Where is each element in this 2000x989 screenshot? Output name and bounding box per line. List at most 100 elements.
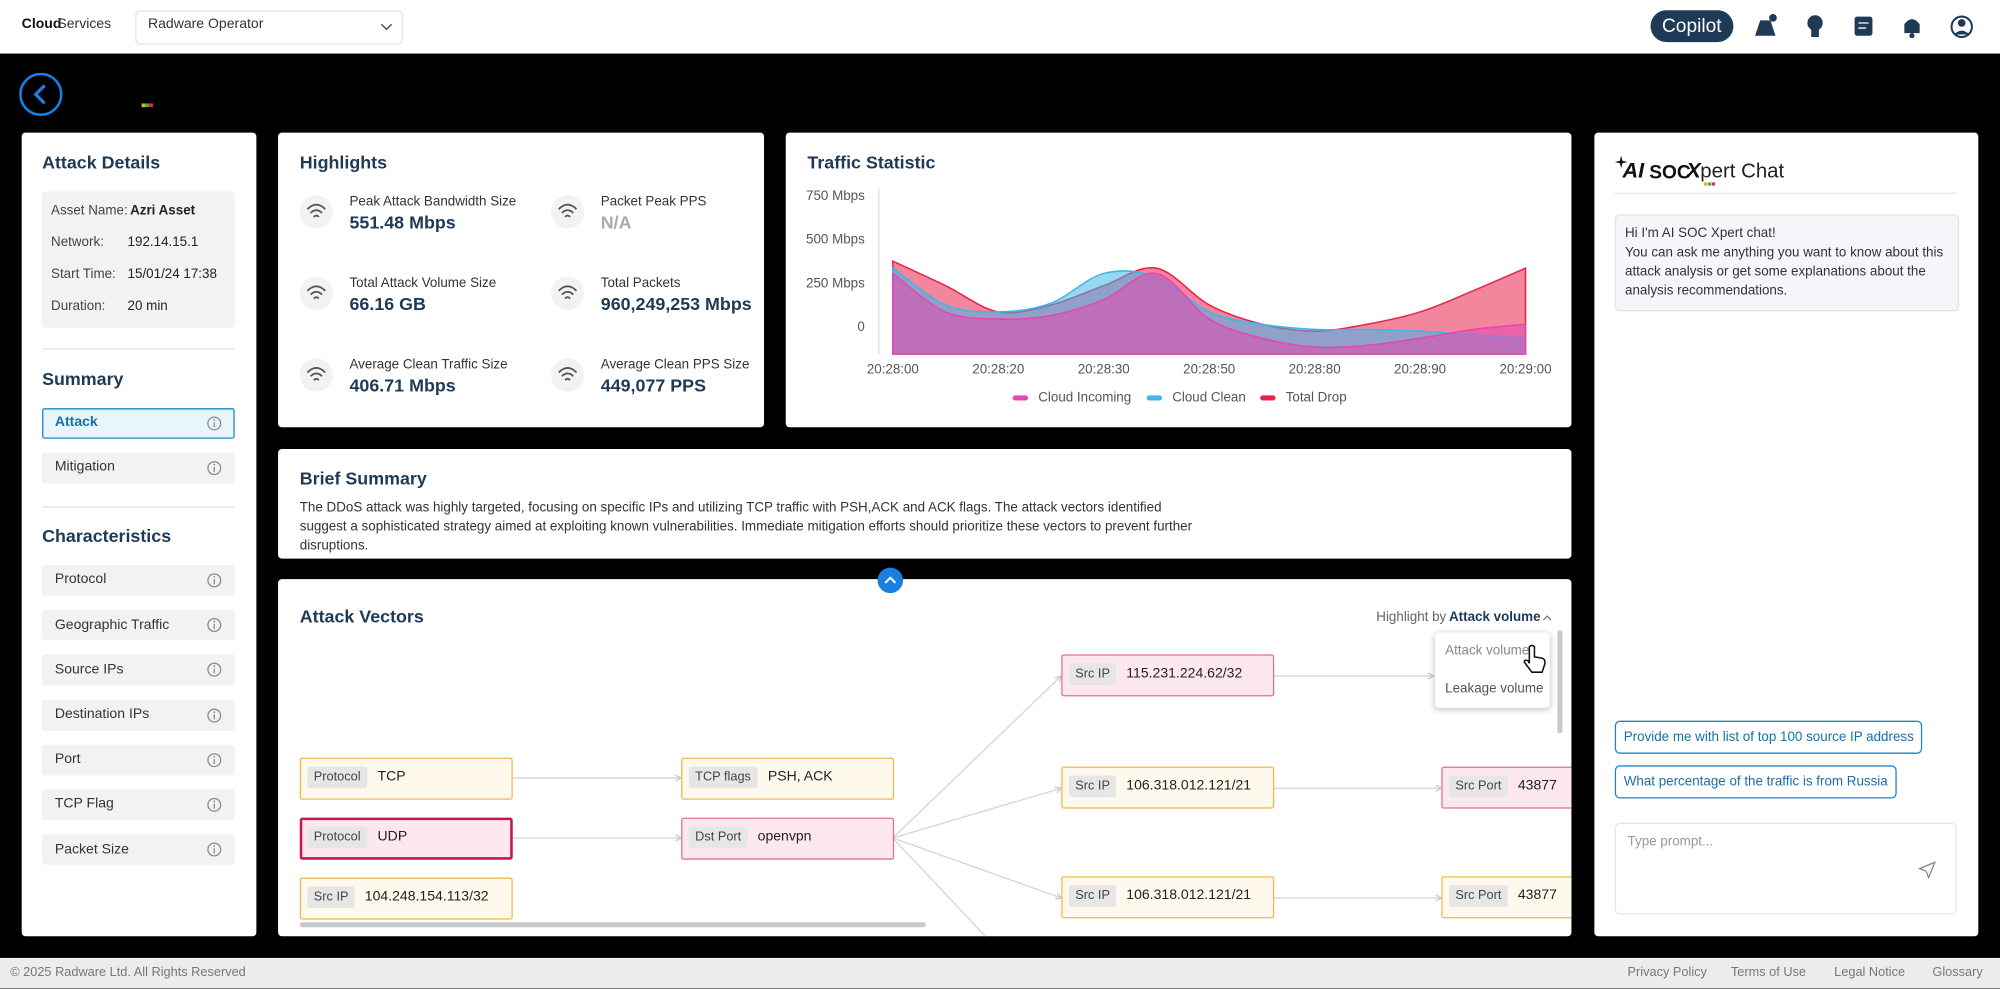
characteristic-item[interactable]	[42, 834, 235, 866]
footer-copyright: © 2025 Radware Ltd. All Rights Reserved	[10, 965, 246, 980]
vector-node[interactable]: Src Port 43877	[1441, 766, 1572, 809]
chat-title-ai: AI	[1622, 158, 1645, 183]
chat-message: Hi I'm AI SOC Xpert chat! You can ask me …	[1614, 214, 1960, 312]
highlight-by-label: Highlight by	[1376, 609, 1447, 625]
dropdown-option[interactable]: Attack volume	[1445, 642, 1530, 658]
highlight-icon	[551, 358, 585, 392]
vector-node[interactable]: Dst Port openvpn	[681, 817, 895, 860]
icon-shape	[1854, 16, 1873, 36]
chevron	[380, 23, 393, 31]
icon-shape	[1707, 182, 1712, 186]
highlight-by-value: Attack volume	[1448, 609, 1541, 625]
characteristic-item[interactable]	[42, 699, 235, 731]
section-title: Attack Vectors	[299, 606, 424, 627]
operator-select[interactable]	[135, 10, 404, 45]
info-icon[interactable]	[207, 416, 222, 431]
icon-shape	[1917, 861, 1937, 880]
chat-input[interactable]	[1614, 822, 1957, 915]
vector-node[interactable]: Src IP 106.318.012.121/21	[1061, 766, 1275, 809]
characteristic-item[interactable]	[42, 565, 235, 596]
characteristic-item[interactable]	[42, 654, 235, 686]
footer-link[interactable]: Terms of Use	[1730, 965, 1807, 980]
highlight-icon	[551, 195, 585, 229]
collapse-button[interactable]	[877, 567, 904, 594]
link-arrow	[1435, 784, 1443, 792]
vector-node[interactable]: Src IP 115.231.224.62/32	[1061, 654, 1275, 697]
section-title: Characteristics	[42, 525, 172, 547]
icon-shape	[19, 72, 63, 117]
link	[892, 787, 1062, 839]
footer-bar	[0, 957, 2000, 989]
info-icon[interactable]	[207, 460, 222, 476]
select-chevron	[380, 23, 393, 31]
node-key: Src IP	[1068, 885, 1117, 907]
notes-icon[interactable]	[1854, 16, 1873, 36]
vector-node[interactable]: Protocol UDP	[299, 817, 513, 860]
icon-shape	[213, 845, 216, 848]
icon-shape	[551, 276, 585, 310]
back-button[interactable]	[19, 72, 64, 118]
vector-node[interactable]: Src IP 106.318.012.121/21	[1061, 876, 1275, 919]
node-key: Protocol	[307, 826, 367, 849]
icon-shape	[149, 103, 154, 108]
highlight-chevron[interactable]	[1542, 614, 1552, 622]
chart-title: Traffic Statistic	[807, 152, 936, 173]
chat-suggestion[interactable]: What percentage of the traffic is from R…	[1614, 765, 1897, 799]
logo-mark	[141, 103, 154, 108]
characteristic-item[interactable]	[42, 789, 235, 821]
summary-item[interactable]	[42, 408, 235, 439]
characteristic-item[interactable]	[42, 609, 235, 641]
link	[892, 837, 987, 937]
footer-link[interactable]: Glossary	[1932, 965, 1983, 980]
info-icon[interactable]	[207, 707, 222, 723]
vector-node[interactable]: Src Port 43877	[1441, 876, 1572, 919]
info-icon[interactable]	[207, 618, 222, 633]
characteristic-label: Port	[54, 751, 81, 767]
alert-icon[interactable]	[1755, 14, 1777, 36]
v-scrollbar	[1557, 630, 1563, 734]
dropdown-option[interactable]: Leakage volume	[1445, 680, 1544, 696]
info-icon[interactable]	[207, 797, 222, 812]
info-icon[interactable]	[207, 842, 222, 857]
link	[892, 675, 1062, 839]
node-key: Src IP	[307, 886, 355, 909]
chat-suggestion[interactable]: Provide me with list of top 100 source I…	[1614, 720, 1923, 754]
copilot-button[interactable]	[1650, 10, 1734, 43]
field-value: Azri Asset	[130, 202, 196, 218]
highlight-label: Peak Attack Bandwidth Size	[349, 193, 517, 209]
icon-shape	[558, 285, 578, 300]
link-arrow	[675, 834, 683, 842]
highlight-label: Average Clean PPS Size	[600, 356, 750, 372]
send-icon[interactable]	[1917, 861, 1937, 880]
icon-shape	[1755, 20, 1776, 36]
footer-link[interactable]: Privacy Policy	[1627, 965, 1707, 980]
footer-link[interactable]: Legal Notice	[1834, 965, 1906, 980]
section-title: Brief Summary	[299, 468, 427, 489]
icon-shape	[213, 419, 216, 421]
characteristic-label: Source IPs	[54, 661, 124, 677]
vector-node[interactable]: Protocol TCP	[299, 757, 513, 800]
info-icon[interactable]	[207, 573, 222, 588]
icon-shape	[877, 567, 904, 594]
user-icon[interactable]	[1950, 15, 1973, 39]
info-icon[interactable]	[207, 752, 222, 767]
bell-icon[interactable]	[1904, 19, 1920, 39]
icon-shape	[299, 195, 333, 229]
icon-shape	[213, 755, 216, 758]
characteristic-item[interactable]	[42, 744, 235, 776]
vector-node[interactable]: TCP flags PSH, ACK	[681, 757, 895, 800]
icon-shape	[306, 367, 326, 381]
brand: Services	[57, 16, 112, 33]
icon-shape	[1704, 182, 1708, 186]
bulb-icon[interactable]	[1807, 15, 1823, 37]
sparkle-icon	[1614, 155, 1628, 169]
chat-title-rest: pert Chat	[1700, 160, 1785, 183]
summary-item[interactable]	[42, 452, 235, 484]
node-value: 106.318.012.121/21	[1126, 887, 1252, 904]
info-icon[interactable]	[207, 662, 222, 678]
vector-node[interactable]: Src IP 104.248.154.113/32	[299, 877, 513, 920]
icon-shape	[1614, 155, 1628, 169]
icon-shape	[299, 276, 333, 310]
